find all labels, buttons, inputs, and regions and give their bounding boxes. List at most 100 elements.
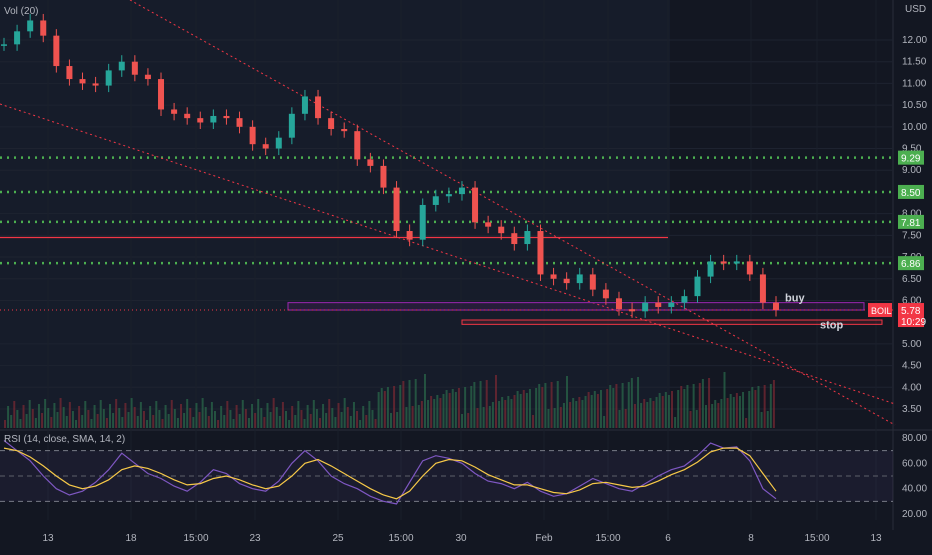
volume-bar [68, 402, 71, 428]
candle [301, 96, 308, 114]
volume-bar [766, 411, 769, 428]
candle [720, 261, 727, 264]
volume-bar [201, 398, 204, 428]
candle [576, 274, 583, 284]
volume-bar [485, 380, 488, 428]
volume-bar [544, 383, 547, 428]
volume-bar [16, 410, 19, 428]
volume-bar [22, 405, 25, 428]
volume-bar [275, 407, 278, 428]
volume-bar [427, 400, 430, 428]
volume-bar [47, 408, 50, 428]
volume-bar [516, 391, 519, 428]
volume-bar [195, 403, 198, 428]
rsi-tick-label: 20.00 [902, 509, 927, 520]
volume-bar [136, 416, 139, 428]
volume-bar [504, 400, 507, 428]
level-tag [898, 214, 924, 229]
volume-bar [695, 410, 698, 428]
volume-bar [680, 386, 683, 428]
volume-bar [590, 395, 593, 428]
volume-bar [454, 392, 457, 428]
candle [171, 109, 178, 114]
volume-bar [399, 385, 402, 428]
price-tick-label: 11.00 [902, 78, 927, 89]
volume-bar [294, 415, 297, 428]
volume-bar [461, 414, 464, 428]
symbol-tag-label: BOIL [871, 306, 892, 316]
volume-bar [612, 388, 615, 428]
volume-bar [71, 411, 74, 428]
volume-bar [538, 384, 541, 428]
volume-bar [433, 399, 436, 428]
volume-bar [633, 404, 636, 428]
volume-bar [371, 410, 374, 428]
volume-bar [158, 410, 161, 428]
volume-bar [396, 412, 399, 428]
price-tick-label: 8.00 [902, 209, 922, 220]
volume-bar [448, 393, 451, 428]
volume-bar [525, 393, 528, 428]
volume-bar [572, 398, 575, 428]
volume-bar [328, 399, 331, 428]
volume-bar [244, 409, 247, 428]
rsi-pane [0, 430, 893, 520]
level-tag [898, 256, 924, 271]
volume-bar [374, 419, 377, 428]
x-tick-label: 13 [870, 533, 882, 544]
volume-bar [139, 402, 142, 428]
volume-bar [408, 380, 411, 428]
volume-bar [173, 409, 176, 428]
candle [66, 66, 73, 80]
volume-bar [278, 416, 281, 428]
candle [563, 278, 570, 284]
volume-bar [708, 378, 711, 428]
stop-zone[interactable] [461, 319, 883, 325]
volume-bar [482, 407, 485, 428]
candle [53, 35, 60, 67]
volume-bar [760, 412, 763, 428]
volume-bar [640, 403, 643, 428]
x-tick-label: 15:00 [595, 533, 620, 544]
volume-bar [618, 410, 621, 428]
price-tick-label: 9.00 [902, 165, 922, 176]
volume-bar [569, 402, 572, 428]
volume-bar [192, 417, 195, 428]
volume-bar [226, 401, 229, 428]
candle [158, 79, 165, 110]
candle [589, 274, 596, 290]
rsi-tick-label: 40.00 [902, 484, 927, 495]
trendline-upper[interactable] [129, 0, 896, 426]
candle [773, 302, 779, 311]
volume-bar [331, 408, 334, 428]
volume-bar [121, 417, 124, 428]
volume-bar [164, 405, 167, 428]
volume-bar [664, 392, 667, 428]
volume-bar [266, 403, 269, 428]
volume-bar [213, 411, 216, 428]
candle [511, 233, 518, 245]
volume-bar [81, 415, 84, 428]
volume-bar [322, 404, 325, 428]
volume-bar [217, 420, 220, 428]
volume-bar [183, 413, 186, 428]
volume-bar [124, 403, 127, 428]
candle [602, 289, 609, 299]
volume-bar [535, 388, 538, 428]
volume-bar [34, 418, 37, 428]
trendline-lower[interactable] [0, 103, 896, 405]
volume-bar [507, 396, 510, 428]
stop-label: stop [820, 319, 844, 331]
volume-bar [436, 395, 439, 428]
price-tick-label: 6.50 [902, 274, 922, 285]
volume-bar [593, 391, 596, 428]
x-tick-label: 15:00 [804, 533, 829, 544]
volume-bar [112, 413, 115, 428]
volume-bar [754, 390, 757, 428]
buy-label: buy [785, 293, 805, 305]
volume-bar [285, 411, 288, 428]
volume-bar [291, 406, 294, 428]
candle [550, 274, 557, 279]
volume-bar [683, 389, 686, 428]
